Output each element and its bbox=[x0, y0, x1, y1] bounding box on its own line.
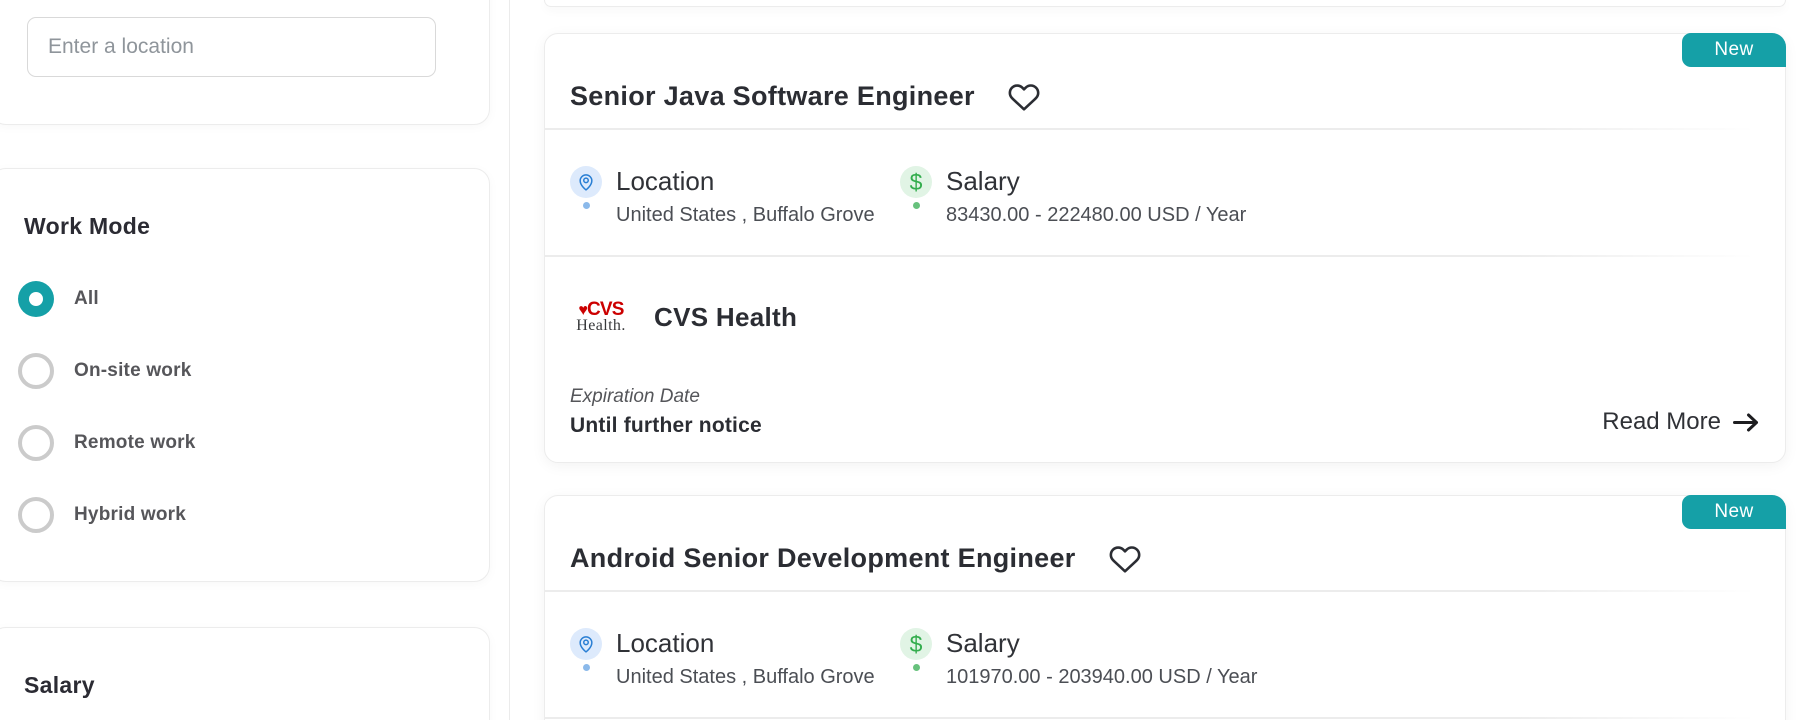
work-mode-title: Work Mode bbox=[24, 213, 151, 239]
salary-label: Salary bbox=[946, 628, 1020, 658]
radio-unselected-icon[interactable] bbox=[18, 425, 54, 461]
previous-job-card-fragment bbox=[544, 0, 1786, 7]
salary-label: Salary bbox=[946, 166, 1020, 196]
new-badge: New bbox=[1682, 33, 1786, 67]
work-mode-option-remote[interactable]: Remote work bbox=[18, 425, 196, 461]
salary-dot-icon bbox=[912, 202, 920, 209]
location-icon-column bbox=[570, 628, 602, 689]
filters-sidebar: Work Mode All On-site work Remote work H… bbox=[0, 0, 490, 720]
radio-label: Remote work bbox=[74, 432, 196, 453]
job-meta-row: Location United States , Buffalo Grove $… bbox=[545, 130, 1785, 255]
location-block: Location United States , Buffalo Grove bbox=[570, 628, 900, 689]
salary-filter-card: Salary bbox=[0, 627, 490, 720]
salary-dot-icon bbox=[912, 664, 920, 671]
salary-value: 83430.00 - 222480.00 USD / Year bbox=[946, 204, 1247, 226]
cvs-heart-icon: ♥ bbox=[578, 302, 588, 319]
read-more-label: Read More bbox=[1602, 408, 1721, 435]
job-title-row: Senior Java Software Engineer bbox=[545, 34, 1785, 128]
location-icon-column bbox=[570, 166, 602, 227]
radio-selected-icon[interactable] bbox=[18, 281, 54, 317]
radio-label: Hybrid work bbox=[74, 504, 186, 525]
job-title-row: Android Senior Development Engineer bbox=[545, 496, 1785, 590]
expiration-block: Expiration Date Until further notice bbox=[570, 386, 762, 438]
location-pin-icon bbox=[570, 166, 602, 198]
company-name: CVS Health bbox=[654, 301, 798, 332]
expiration-label: Expiration Date bbox=[570, 386, 700, 407]
location-dot-icon bbox=[582, 664, 590, 671]
read-more-link[interactable]: Read More bbox=[1602, 408, 1760, 436]
location-filter-card bbox=[0, 0, 490, 125]
job-card[interactable]: New Senior Java Software Engineer bbox=[544, 33, 1786, 463]
job-title[interactable]: Android Senior Development Engineer bbox=[570, 542, 1076, 573]
job-results-panel: New Senior Java Software Engineer bbox=[509, 0, 1812, 720]
new-badge: New bbox=[1682, 495, 1786, 529]
radio-label: All bbox=[74, 288, 99, 309]
favorite-heart-icon[interactable] bbox=[1108, 543, 1142, 573]
favorite-heart-icon[interactable] bbox=[1007, 81, 1041, 111]
expiration-value: Until further notice bbox=[570, 414, 762, 437]
salary-dollar-icon: $ bbox=[900, 166, 932, 198]
salary-block: $ Salary 101970.00 - 203940.00 USD / Yea… bbox=[900, 628, 1257, 689]
location-value: United States , Buffalo Grove bbox=[616, 204, 875, 226]
location-dot-icon bbox=[582, 202, 590, 209]
work-mode-filter-card: Work Mode All On-site work Remote work H… bbox=[0, 168, 490, 582]
radio-unselected-icon[interactable] bbox=[18, 497, 54, 533]
location-label: Location bbox=[616, 166, 715, 196]
salary-block: $ Salary 83430.00 - 222480.00 USD / Year bbox=[900, 166, 1246, 227]
work-mode-option-onsite[interactable]: On-site work bbox=[18, 353, 196, 389]
salary-icon-column: $ bbox=[900, 166, 932, 227]
work-mode-options: All On-site work Remote work Hybrid work bbox=[18, 281, 196, 569]
card-divider bbox=[545, 717, 1755, 719]
card-divider bbox=[545, 128, 1755, 130]
location-block: Location United States , Buffalo Grove bbox=[570, 166, 900, 227]
arrow-right-icon bbox=[1733, 413, 1758, 431]
location-pin-icon bbox=[570, 628, 602, 660]
location-search-input[interactable] bbox=[27, 17, 436, 77]
location-label: Location bbox=[616, 628, 715, 658]
salary-filter-title: Salary bbox=[24, 672, 95, 698]
job-meta-row: Location United States , Buffalo Grove $… bbox=[545, 592, 1785, 717]
salary-value: 101970.00 - 203940.00 USD / Year bbox=[946, 666, 1258, 688]
work-mode-option-hybrid[interactable]: Hybrid work bbox=[18, 497, 196, 533]
job-title[interactable]: Senior Java Software Engineer bbox=[570, 80, 975, 111]
location-value: United States , Buffalo Grove bbox=[616, 666, 875, 688]
company-row: ♥CVS Health. CVS Health bbox=[545, 257, 1785, 337]
job-card[interactable]: New Android Senior Development Engineer bbox=[544, 495, 1786, 720]
radio-label: On-site work bbox=[74, 360, 192, 381]
salary-icon-column: $ bbox=[900, 628, 932, 689]
card-divider bbox=[545, 590, 1755, 592]
radio-unselected-icon[interactable] bbox=[18, 353, 54, 389]
company-logo: ♥CVS Health. bbox=[576, 299, 626, 334]
work-mode-option-all[interactable]: All bbox=[18, 281, 196, 317]
salary-dollar-icon: $ bbox=[900, 628, 932, 660]
card-divider bbox=[545, 255, 1755, 257]
